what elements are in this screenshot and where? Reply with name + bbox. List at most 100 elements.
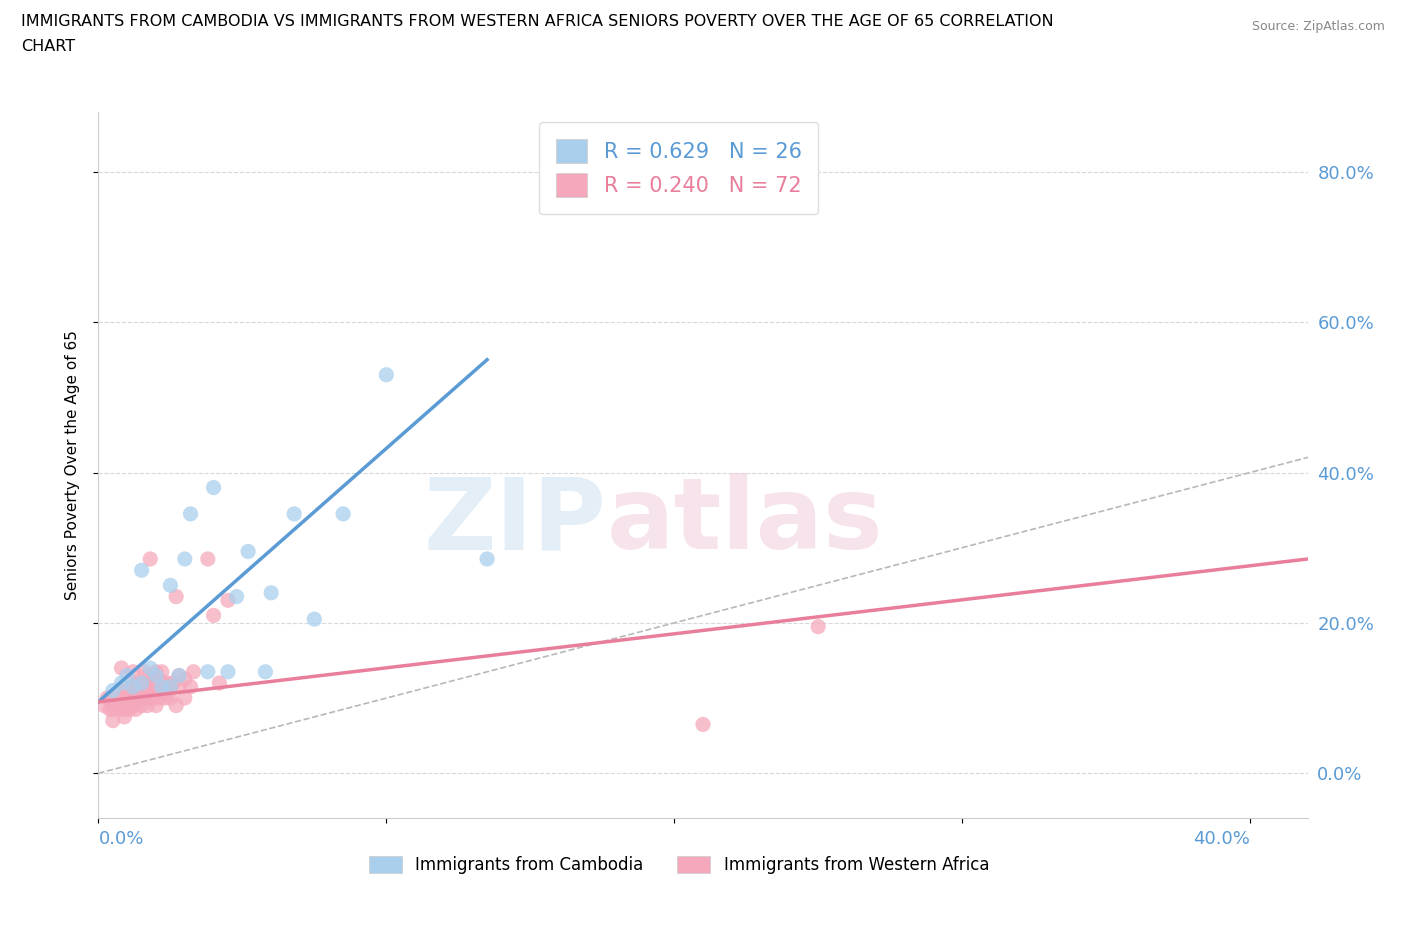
Point xyxy=(475,551,498,566)
Point xyxy=(165,698,187,713)
Point xyxy=(304,612,326,627)
Point xyxy=(110,675,132,690)
Point xyxy=(202,608,225,623)
Point xyxy=(125,680,148,695)
Point xyxy=(208,675,231,690)
Point xyxy=(112,710,135,724)
Point xyxy=(197,664,219,679)
Point xyxy=(128,691,150,706)
Point xyxy=(332,507,354,522)
Point xyxy=(110,691,132,706)
Text: atlas: atlas xyxy=(606,473,883,570)
Point xyxy=(153,680,176,695)
Point xyxy=(112,695,135,710)
Text: ZIP: ZIP xyxy=(423,473,606,570)
Point xyxy=(120,691,142,706)
Point xyxy=(104,698,127,713)
Point xyxy=(153,691,176,706)
Point xyxy=(159,578,181,592)
Point xyxy=(115,684,138,698)
Point xyxy=(134,664,156,679)
Point xyxy=(101,702,124,717)
Point xyxy=(139,691,162,706)
Point xyxy=(125,702,148,717)
Text: Source: ZipAtlas.com: Source: ZipAtlas.com xyxy=(1251,20,1385,33)
Point xyxy=(260,585,283,600)
Point xyxy=(107,698,129,713)
Text: IMMIGRANTS FROM CAMBODIA VS IMMIGRANTS FROM WESTERN AFRICA SENIORS POVERTY OVER : IMMIGRANTS FROM CAMBODIA VS IMMIGRANTS F… xyxy=(21,14,1053,29)
Point xyxy=(131,563,153,578)
Point xyxy=(122,691,145,706)
Point xyxy=(115,698,138,713)
Point xyxy=(122,675,145,690)
Point xyxy=(134,675,156,690)
Point xyxy=(136,668,159,683)
Point xyxy=(167,680,190,695)
Point xyxy=(131,698,153,713)
Point xyxy=(807,619,830,634)
Point xyxy=(139,551,162,566)
Point xyxy=(131,675,153,690)
Point xyxy=(159,680,181,695)
Point xyxy=(145,684,167,698)
Point xyxy=(217,664,239,679)
Point xyxy=(101,684,124,698)
Point xyxy=(115,691,138,706)
Point xyxy=(167,668,190,683)
Point xyxy=(173,671,195,686)
Point xyxy=(236,544,259,559)
Point xyxy=(131,680,153,695)
Point xyxy=(183,664,205,679)
Point xyxy=(93,698,115,713)
Point xyxy=(101,713,124,728)
Text: CHART: CHART xyxy=(21,39,75,54)
Point xyxy=(150,675,173,690)
Point xyxy=(165,589,187,604)
Legend: Immigrants from Cambodia, Immigrants from Western Africa: Immigrants from Cambodia, Immigrants fro… xyxy=(361,849,995,881)
Point xyxy=(122,698,145,713)
Point xyxy=(128,675,150,690)
Point xyxy=(142,680,165,695)
Point xyxy=(136,684,159,698)
Point xyxy=(375,367,398,382)
Point xyxy=(110,660,132,675)
Point xyxy=(148,691,170,706)
Point xyxy=(125,695,148,710)
Point xyxy=(197,551,219,566)
Point xyxy=(122,664,145,679)
Point xyxy=(692,717,714,732)
Point xyxy=(134,691,156,706)
Point xyxy=(145,664,167,679)
Point xyxy=(139,675,162,690)
Point xyxy=(162,675,184,690)
Point xyxy=(142,691,165,706)
Point xyxy=(254,664,277,679)
Point xyxy=(159,680,181,695)
Point xyxy=(145,668,167,683)
Point xyxy=(115,668,138,683)
Point xyxy=(145,698,167,713)
Point xyxy=(139,660,162,675)
Point xyxy=(122,680,145,695)
Point xyxy=(180,680,202,695)
Point xyxy=(110,684,132,698)
Point xyxy=(136,698,159,713)
Point xyxy=(167,668,190,683)
Point xyxy=(98,702,121,717)
Point xyxy=(156,675,179,690)
Point xyxy=(120,702,142,717)
Text: 0.0%: 0.0% xyxy=(98,830,143,847)
Point xyxy=(202,480,225,495)
Point xyxy=(173,551,195,566)
Point xyxy=(283,507,305,522)
Point xyxy=(131,691,153,706)
Point xyxy=(159,691,181,706)
Y-axis label: Seniors Poverty Over the Age of 65: Seniors Poverty Over the Age of 65 xyxy=(65,330,80,600)
Point xyxy=(217,593,239,608)
Point xyxy=(96,691,118,706)
Point xyxy=(156,687,179,702)
Point xyxy=(180,507,202,522)
Point xyxy=(150,664,173,679)
Point xyxy=(225,589,247,604)
Point xyxy=(112,702,135,717)
